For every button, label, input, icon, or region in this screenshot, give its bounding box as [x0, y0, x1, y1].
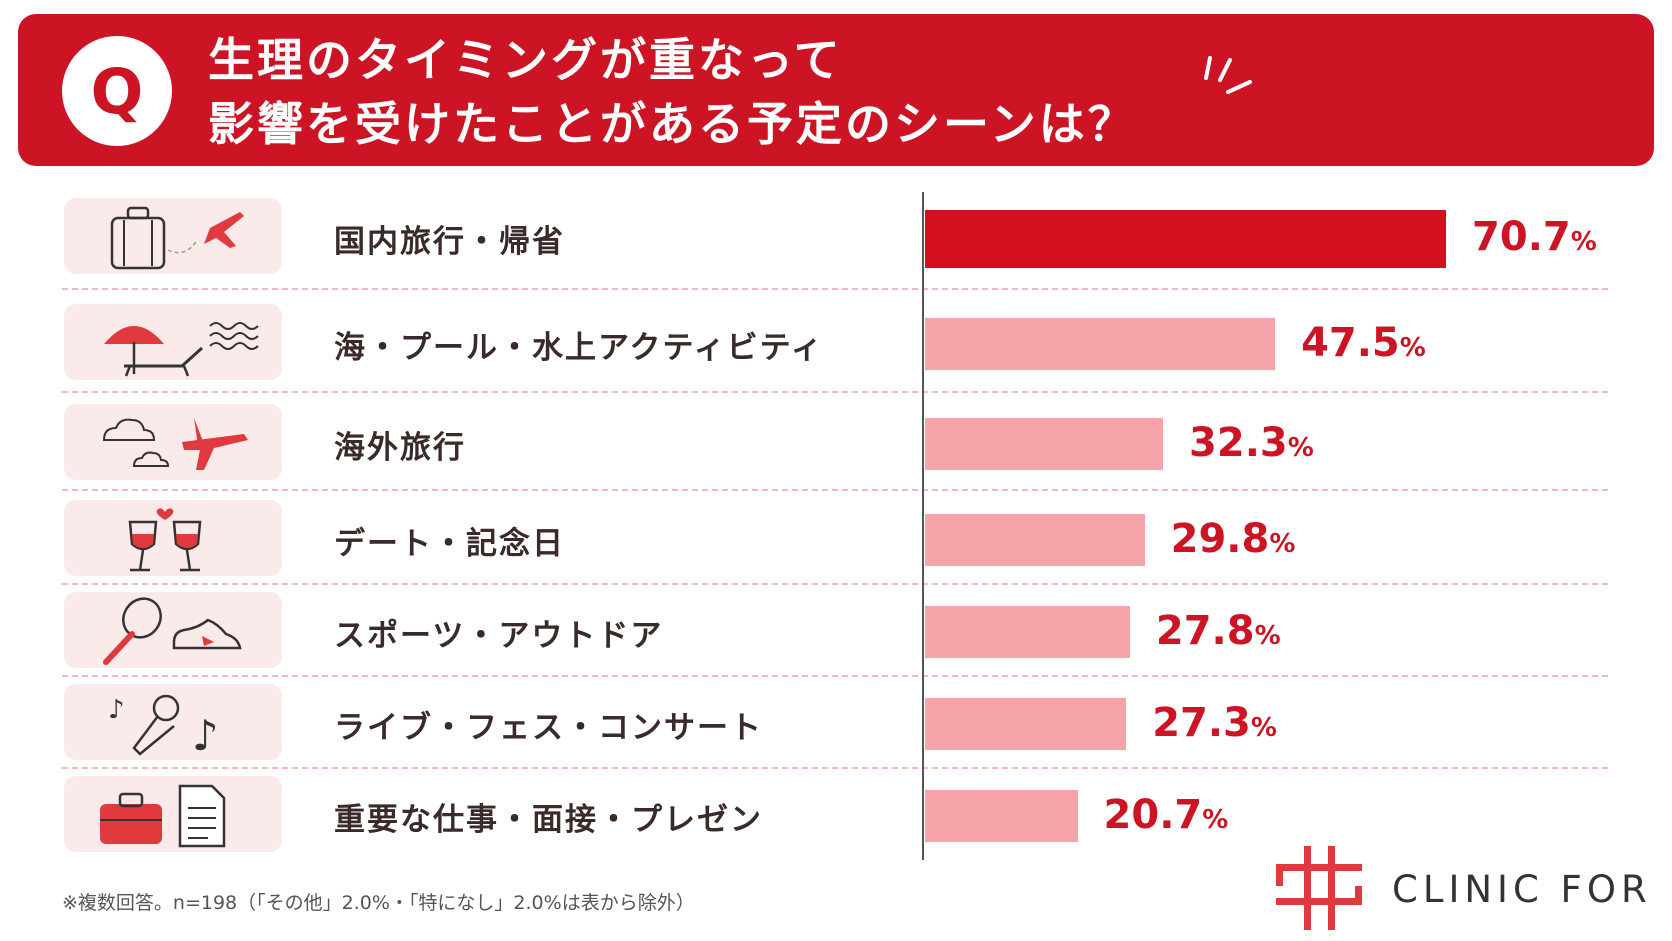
bar	[925, 790, 1078, 842]
bar	[925, 418, 1164, 470]
chart-row: スポーツ・アウトドア 27.8%	[0, 592, 1672, 668]
svg-text:♪: ♪	[192, 711, 219, 760]
data-label-value: 29.8	[1170, 516, 1270, 562]
chart-axis-line	[922, 192, 924, 860]
suitcase-airplane-icon	[64, 198, 282, 274]
data-label-unit: %	[1570, 227, 1597, 257]
chart-row: ♪ ♪ ライブ・フェス・コンサート 27.3%	[0, 684, 1672, 760]
title-line-1: 生理のタイミングが重なって	[208, 33, 843, 87]
row-separator	[62, 288, 1608, 290]
data-label-value: 20.7	[1103, 792, 1203, 838]
bar	[925, 210, 1447, 268]
bar	[925, 514, 1145, 566]
row-separator	[62, 583, 1608, 585]
data-label-unit: %	[1287, 433, 1314, 463]
category-label: 重要な仕事・面接・プレゼン	[334, 802, 763, 838]
chart-row: 重要な仕事・面接・プレゼン 20.7%	[0, 776, 1672, 852]
cloud-airplane-icon	[64, 404, 282, 480]
microphone-music-icon: ♪ ♪	[64, 684, 282, 760]
svg-text:♪: ♪	[108, 695, 125, 725]
category-label: 海外旅行	[334, 430, 466, 466]
chart-row: 海外旅行 32.3%	[0, 404, 1672, 480]
data-label: 70.7%	[1472, 214, 1597, 260]
row-separator	[62, 391, 1608, 393]
racket-sneaker-icon	[64, 592, 282, 668]
category-label: 海・プール・水上アクティビティ	[334, 330, 824, 366]
q-badge: Q	[62, 36, 172, 146]
data-label-unit: %	[1254, 621, 1281, 651]
data-label-value: 70.7	[1472, 214, 1571, 260]
chart-row: デート・記念日 29.8%	[0, 500, 1672, 576]
wine-glasses-icon	[64, 500, 282, 576]
data-label-value: 27.3	[1152, 700, 1251, 746]
chart-row: 海・プール・水上アクティビティ 47.5%	[0, 304, 1672, 380]
footnote: ※複数回答。n=198（「その他」2.0%・「特になし」2.0%は表から除外）	[62, 892, 695, 914]
logo-text: CLINIC FOR	[1392, 868, 1652, 911]
data-label-value: 32.3	[1189, 420, 1288, 466]
bar	[925, 606, 1130, 658]
data-label: 20.7%	[1104, 792, 1229, 838]
category-label: 国内旅行・帰省	[334, 224, 565, 260]
category-label: スポーツ・アウトドア	[334, 618, 664, 654]
data-label: 32.3%	[1189, 420, 1314, 466]
data-label-value: 47.5	[1301, 320, 1400, 366]
data-label-unit: %	[1250, 713, 1277, 743]
clinic-for-logo-icon	[1276, 846, 1362, 930]
beach-umbrella-icon	[64, 304, 282, 380]
question-banner	[18, 14, 1654, 166]
page-title: 生理のタイミングが重なって 影響を受けたことがある予定のシーンは？	[208, 28, 1268, 156]
data-label: 47.5%	[1301, 320, 1426, 366]
category-label: デート・記念日	[334, 526, 565, 562]
data-label: 27.8%	[1156, 608, 1281, 654]
chart-row: 国内旅行・帰省 70.7%	[0, 198, 1672, 274]
briefcase-document-icon	[64, 776, 282, 852]
row-separator	[62, 767, 1608, 769]
bar	[925, 318, 1276, 370]
data-label-unit: %	[1269, 529, 1296, 559]
row-separator	[62, 489, 1608, 491]
category-label: ライブ・フェス・コンサート	[334, 710, 763, 746]
row-separator	[62, 675, 1608, 677]
data-label-unit: %	[1202, 805, 1229, 835]
bar	[925, 698, 1127, 750]
sparkle-icon	[1204, 56, 1252, 94]
data-label: 29.8%	[1171, 516, 1296, 562]
data-label-value: 27.8	[1155, 608, 1255, 654]
data-label: 27.3%	[1152, 700, 1277, 746]
data-label-unit: %	[1399, 333, 1426, 363]
title-line-2: 影響を受けたことがある予定のシーンは？	[208, 97, 1137, 151]
